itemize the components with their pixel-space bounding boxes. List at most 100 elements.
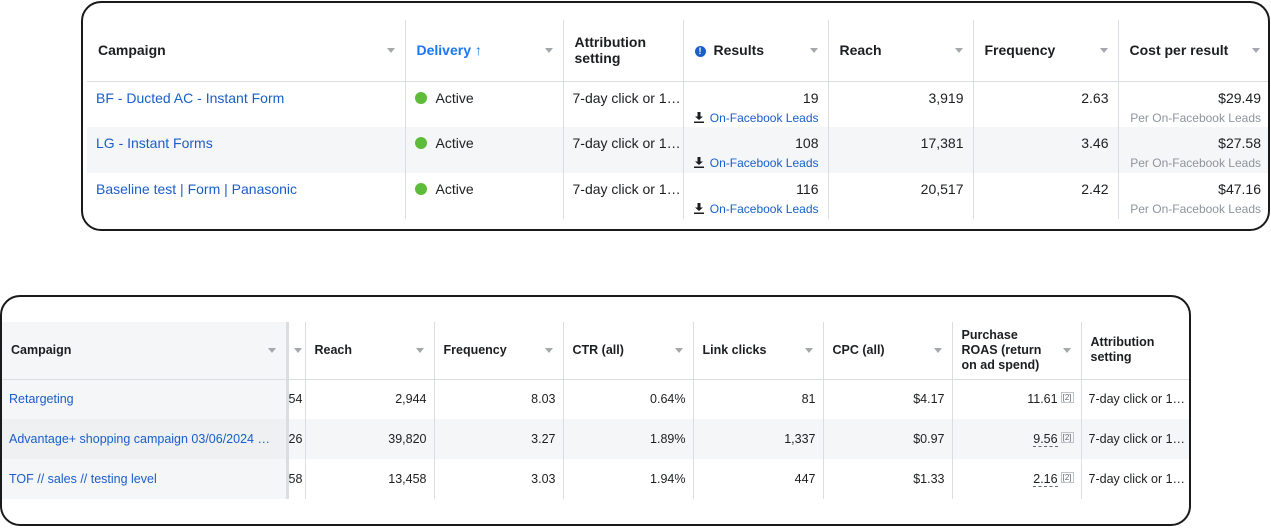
column-label: CPC (all)	[832, 342, 885, 357]
campaign-link[interactable]: TOF // sales // testing level	[9, 472, 157, 486]
frequency-value: 2.63	[1081, 89, 1109, 106]
sort-caret-icon[interactable]	[809, 48, 818, 54]
sort-caret-icon[interactable]	[674, 348, 683, 354]
frequency-cell: 3.27	[434, 419, 564, 459]
campaign-table-panel-2: Campaign Reach Frequency CTR (all) Link …	[0, 295, 1191, 526]
truncated-value: 54	[288, 392, 303, 407]
sort-caret-icon[interactable]	[1099, 48, 1108, 54]
campaign-cell[interactable]: Baseline test | Form | Panasonic	[87, 173, 406, 219]
column-header-campaign[interactable]: Campaign	[87, 20, 406, 82]
results-value: 108	[795, 135, 819, 151]
cost-cell: $47.16 Per On-Facebook Leads	[1118, 173, 1268, 219]
ctr-cell: 1.94%	[563, 459, 694, 499]
results-type-link[interactable]: On-Facebook Leads	[693, 156, 819, 171]
truncated-cell: 54	[287, 379, 306, 419]
campaign-link[interactable]: Retargeting	[9, 392, 74, 407]
column-header-attribution[interactable]: Attribution setting	[563, 20, 684, 82]
attribution-cell: 7-day click or 1…	[1081, 419, 1189, 459]
sort-caret-icon[interactable]	[933, 348, 942, 354]
link-clicks-value: 81	[801, 392, 816, 407]
campaign-cell[interactable]: Retargeting	[2, 379, 289, 419]
column-label: Campaign	[98, 42, 166, 59]
cost-subtext: Per On-Facebook Leads	[1130, 156, 1261, 170]
cost-value: $27.58	[1218, 135, 1261, 151]
sort-caret-icon[interactable]	[1062, 348, 1071, 354]
column-label: Attribution setting	[574, 34, 647, 67]
column-header-cpc[interactable]: CPC (all)	[823, 322, 953, 380]
sort-caret-icon[interactable]	[954, 48, 963, 54]
campaign-cell[interactable]: BF - Ducted AC - Instant Form	[87, 81, 406, 127]
column-header-ctr[interactable]: CTR (all)	[563, 322, 694, 380]
column-header-attribution[interactable]: Attribution setting	[1081, 322, 1189, 380]
cost-subtext: Per On-Facebook Leads	[1130, 110, 1261, 125]
frequency-cell: 8.03	[434, 379, 564, 419]
roas-note-badge[interactable]: [2]	[1060, 392, 1074, 404]
reach-value: 39,820	[388, 432, 427, 446]
column-header-campaign[interactable]: Campaign	[2, 322, 289, 380]
column-header-reach[interactable]: Reach	[828, 20, 974, 82]
sort-caret-icon[interactable]	[1252, 48, 1260, 54]
delivery-cell: Active	[405, 81, 564, 127]
frequency-value: 3.03	[531, 472, 556, 486]
roas-cell: 9.56 [2]	[952, 419, 1082, 459]
column-header-hidden[interactable]	[287, 322, 306, 380]
campaign-link[interactable]: Advantage+ shopping campaign 03/06/2024 …	[9, 432, 270, 446]
campaign-cell[interactable]: TOF // sales // testing level	[2, 459, 289, 499]
campaign-table-1: Campaign Delivery ↑ Attribution setting …	[87, 20, 1268, 219]
delivery-status: Active	[435, 89, 474, 106]
cpc-value: $1.33	[913, 472, 945, 486]
cpc-cell: $1.33	[823, 459, 953, 499]
campaign-table-panel-1: Campaign Delivery ↑ Attribution setting …	[81, 1, 1270, 231]
attribution-value: 7-day click or 1…	[572, 89, 681, 106]
campaign-link[interactable]: LG - Instant Forms	[96, 135, 213, 151]
column-label: Campaign	[11, 342, 72, 357]
ctr-value: 0.64%	[650, 392, 686, 407]
results-type-link[interactable]: On-Facebook Leads	[693, 202, 819, 217]
column-header-cost-per-result[interactable]: Cost per result	[1118, 20, 1268, 82]
frequency-value: 3.46	[1081, 135, 1109, 151]
campaign-link[interactable]: BF - Ducted AC - Instant Form	[96, 89, 285, 106]
column-header-frequency[interactable]: Frequency	[973, 20, 1119, 82]
sort-caret-icon[interactable]	[544, 348, 553, 354]
attribution-value: 7-day click or 1…	[1088, 432, 1186, 446]
campaign-cell[interactable]: Advantage+ shopping campaign 03/06/2024 …	[2, 419, 289, 459]
sort-caret-icon[interactable]	[386, 48, 395, 54]
column-header-roas[interactable]: Purchase ROAS (return on ad spend)	[952, 322, 1082, 380]
column-header-reach[interactable]: Reach	[305, 322, 435, 380]
delivery-cell: Active	[405, 173, 564, 219]
sort-caret-icon[interactable]	[544, 48, 553, 54]
truncated-cell: 26	[287, 419, 306, 459]
cost-cell: $29.49 Per On-Facebook Leads	[1118, 81, 1268, 127]
reach-cell: 2,944	[305, 379, 435, 419]
sort-caret-icon[interactable]	[804, 348, 813, 354]
campaign-cell[interactable]: LG - Instant Forms	[87, 127, 406, 173]
status-dot-icon	[414, 137, 427, 149]
roas-cell: 2.16 [2]	[952, 459, 1082, 499]
attribution-cell: 7-day click or 1…	[1081, 379, 1189, 419]
header-row: Campaign Delivery ↑ Attribution setting …	[87, 20, 1268, 82]
attribution-value: 7-day click or 1…	[572, 181, 681, 197]
column-label: Reach	[314, 342, 353, 357]
cpc-value: $4.17	[913, 392, 945, 407]
info-icon[interactable]: !	[694, 46, 706, 58]
roas-note-badge[interactable]: [2]	[1060, 432, 1074, 443]
column-header-results[interactable]: ! Results	[683, 20, 829, 82]
results-cell: 19 On-Facebook Leads	[683, 81, 829, 127]
sort-caret-icon[interactable]	[415, 348, 424, 354]
results-type-link[interactable]: On-Facebook Leads	[693, 111, 819, 126]
frequency-cell: 3.03	[434, 459, 564, 499]
column-header-delivery[interactable]: Delivery ↑	[405, 20, 564, 82]
table-row: BF - Ducted AC - Instant Form Active 7-d…	[87, 81, 1268, 127]
frequency-cell: 2.63	[973, 81, 1119, 127]
roas-note-badge[interactable]: [2]	[1060, 472, 1074, 483]
attribution-cell: 7-day click or 1…	[1081, 459, 1189, 499]
frequency-value: 2.42	[1081, 181, 1109, 197]
delivery-status: Active	[435, 181, 474, 197]
campaign-link[interactable]: Baseline test | Form | Panasonic	[96, 181, 298, 197]
roas-value: 9.56	[1033, 432, 1058, 447]
column-header-link-clicks[interactable]: Link clicks	[693, 322, 824, 380]
results-type-label: On-Facebook Leads	[709, 202, 819, 216]
sort-caret-icon[interactable]	[293, 348, 302, 354]
column-header-frequency[interactable]: Frequency	[434, 322, 564, 380]
sort-caret-icon[interactable]	[267, 348, 276, 354]
